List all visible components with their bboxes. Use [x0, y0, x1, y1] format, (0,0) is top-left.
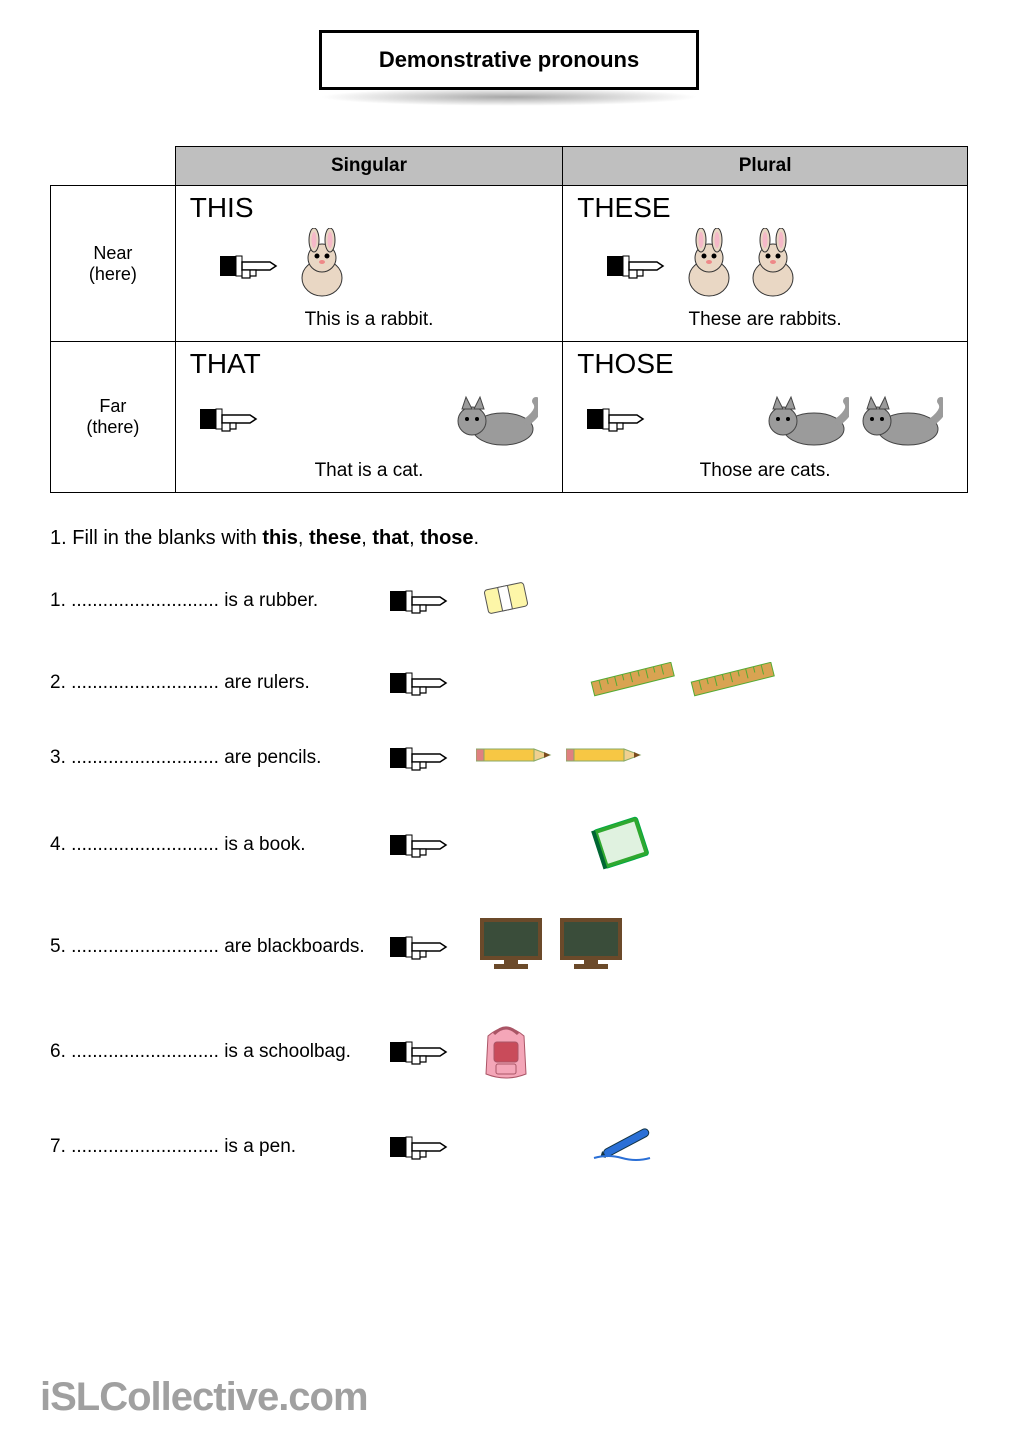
pointing-hand-icon	[390, 1034, 448, 1070]
exercise-text: 5. ............................ are blac…	[50, 936, 390, 958]
exercise-row: 3. ............................ are penc…	[50, 740, 968, 776]
exercise-row: 2. ............................ are rule…	[50, 662, 968, 704]
ruler-icon	[588, 662, 678, 704]
cell-those: THOSE Those are cats.	[563, 342, 968, 493]
pen-icon	[588, 1124, 668, 1170]
pencil-icon	[476, 743, 556, 773]
illus-that	[190, 384, 549, 454]
caption-these: These are rabbits.	[577, 309, 953, 331]
pointing-hand-icon	[587, 401, 645, 437]
exercise-icons	[390, 812, 658, 878]
row-header-far: Far (there)	[51, 342, 176, 493]
cat-icon	[759, 387, 849, 452]
cat-icon-group	[759, 387, 943, 452]
rabbit-icon-group	[292, 228, 352, 303]
col-header-singular: Singular	[175, 147, 563, 186]
cell-that: THAT That is a cat.	[175, 342, 563, 493]
exercise-list: 1. ............................ is a rub…	[50, 576, 968, 1170]
rabbit-icon-group	[679, 228, 803, 303]
cat-icon	[448, 387, 538, 452]
pointing-hand-icon	[220, 248, 278, 284]
rabbit-icon	[743, 228, 803, 303]
blackboard-icon	[476, 914, 546, 980]
pronoun-those: THOSE	[577, 348, 953, 380]
exercise-text: 3. ............................ are penc…	[50, 747, 390, 769]
exercise-icons	[390, 1016, 536, 1088]
blackboard-icon	[556, 914, 626, 980]
pointing-hand-icon	[390, 827, 448, 863]
pronoun-these: THESE	[577, 192, 953, 224]
cat-icon-group	[448, 387, 538, 452]
pronoun-that: THAT	[190, 348, 549, 380]
exercise-text: 4. ............................ is a boo…	[50, 834, 390, 856]
illus-this	[190, 228, 549, 303]
cell-this: THIS This is a rabbit.	[175, 186, 563, 342]
row-header-far-line1: Far	[99, 396, 126, 416]
exercise-icons	[390, 662, 778, 704]
row-header-far-line2: (there)	[86, 417, 139, 437]
title-banner: Demonstrative pronouns	[319, 30, 699, 106]
caption-this: This is a rabbit.	[190, 309, 549, 331]
illus-these	[577, 228, 953, 303]
illus-those	[577, 384, 953, 454]
exercise-icons	[390, 576, 536, 626]
cell-these: THESE These are rabbits.	[563, 186, 968, 342]
exercise-text: 1. ............................ is a rub…	[50, 590, 390, 612]
pronoun-this: THIS	[190, 192, 549, 224]
page-title: Demonstrative pronouns	[319, 30, 699, 90]
book-icon	[588, 812, 658, 878]
pointing-hand-icon	[390, 665, 448, 701]
exercise-row: 5. ............................ are blac…	[50, 914, 968, 980]
row-header-near-line2: (here)	[89, 264, 137, 284]
exercise-row: 6. ............................ is a sch…	[50, 1016, 968, 1088]
pointing-hand-icon	[200, 401, 258, 437]
exercise-text: 2. ............................ are rule…	[50, 672, 390, 694]
exercise-row: 1. ............................ is a rub…	[50, 576, 968, 626]
exercise-instruction: 1. Fill in the blanks with this, these, …	[50, 527, 968, 550]
exercise-text: 6. ............................ is a sch…	[50, 1041, 390, 1063]
exercise-icons	[390, 1124, 668, 1170]
caption-that: That is a cat.	[190, 460, 549, 482]
watermark: iSLCollective.com	[40, 1375, 368, 1420]
exercise-row: 4. ............................ is a boo…	[50, 812, 968, 878]
row-header-near: Near (here)	[51, 186, 176, 342]
schoolbag-icon	[476, 1016, 536, 1088]
exercise-icons	[390, 740, 646, 776]
pointing-hand-icon	[390, 583, 448, 619]
rabbit-icon	[679, 228, 739, 303]
title-shadow	[319, 88, 699, 106]
pointing-hand-icon	[390, 740, 448, 776]
eraser-icon	[476, 576, 536, 626]
exercise-row: 7. ............................ is a pen…	[50, 1124, 968, 1170]
pronouns-table: Singular Plural Near (here) THIS This is…	[50, 146, 968, 493]
exercise-icons	[390, 914, 626, 980]
rabbit-icon	[292, 228, 352, 303]
cat-icon	[853, 387, 943, 452]
pointing-hand-icon	[390, 1129, 448, 1165]
ruler-icon	[688, 662, 778, 704]
exercise-text: 7. ............................ is a pen…	[50, 1136, 390, 1158]
blank-corner	[51, 147, 176, 186]
caption-those: Those are cats.	[577, 460, 953, 482]
pointing-hand-icon	[390, 929, 448, 965]
col-header-plural: Plural	[563, 147, 968, 186]
pointing-hand-icon	[607, 248, 665, 284]
pencil-icon	[566, 743, 646, 773]
row-header-near-line1: Near	[93, 243, 132, 263]
